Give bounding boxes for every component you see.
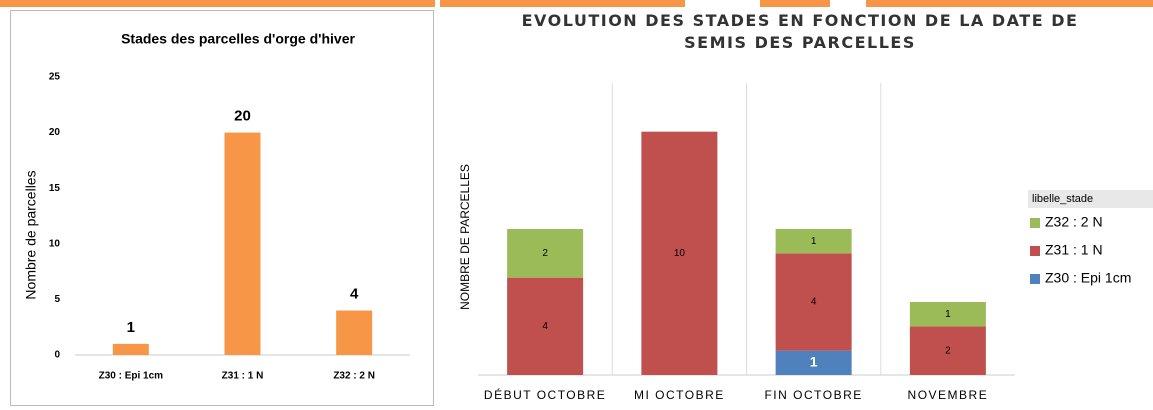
banner-strip	[760, 0, 830, 7]
bar-segment	[909, 302, 986, 327]
banner-strip	[0, 0, 435, 7]
legend-swatch	[1030, 246, 1040, 256]
bar	[112, 343, 149, 355]
bar	[224, 132, 261, 355]
x-tick-label: NOVEMBRE	[908, 388, 989, 402]
data-label: 1	[945, 309, 951, 320]
data-label: 4	[350, 285, 359, 302]
x-tick-label: Z30 : Epi 1cm	[99, 371, 164, 382]
bar-segment	[641, 131, 718, 375]
y-tick-label: 20	[49, 127, 61, 138]
y-tick-label: 0	[54, 350, 60, 361]
bar-segment	[775, 253, 852, 351]
legend-label: Z31 : 1 N	[1045, 242, 1103, 258]
data-label: 4	[542, 321, 548, 332]
data-label: 1	[811, 236, 817, 247]
bar	[336, 310, 373, 355]
x-tick-label: MI OCTOBRE	[634, 388, 725, 402]
y-tick-label: 25	[49, 72, 61, 83]
chart-title-text: EVOLUTION DES STADES EN FONCTION DE LA D…	[521, 11, 1079, 52]
chart-title: Stades des parcelles d'orge d'hiver	[121, 31, 355, 47]
legend-title: libelle_stade	[1032, 193, 1093, 205]
legend-swatch	[1030, 274, 1040, 284]
data-label: 2	[945, 345, 951, 356]
legend-label: Z32 : 2 N	[1045, 214, 1103, 230]
y-axis-label: NOMBRE DE PARCELLES	[458, 164, 472, 310]
bar-segment	[909, 326, 986, 375]
data-label: 10	[674, 248, 686, 259]
data-label: 1	[127, 319, 135, 336]
x-tick-label: Z32 : 2 N	[333, 371, 375, 382]
y-tick-label: 5	[54, 294, 60, 305]
y-axis-label: Nombre de parcelles	[23, 170, 39, 299]
x-tick-label: DÉBUT OCTOBRE	[484, 387, 606, 402]
data-label: 20	[234, 108, 251, 125]
x-tick-label: Z31 : 1 N	[222, 371, 264, 382]
chart-title: EVOLUTION DES STADES EN FONCTION DE LA D…	[521, 11, 1079, 52]
data-label: 4	[811, 297, 817, 308]
data-label: 1	[810, 354, 818, 370]
y-tick-label: 10	[49, 238, 61, 249]
legend-header	[1028, 190, 1153, 208]
bar-segment	[507, 277, 584, 375]
x-tick-label: FIN OCTOBRE	[764, 388, 862, 402]
banner-strip	[440, 0, 685, 7]
banner-strip	[866, 0, 1153, 7]
bar-segment	[775, 350, 852, 375]
legend-label: Z30 : Epi 1cm	[1045, 270, 1131, 286]
y-tick-label: 15	[49, 183, 61, 194]
data-label: 2	[542, 248, 548, 259]
bar-segment	[775, 229, 852, 254]
bar-segment	[507, 229, 584, 278]
legend-swatch	[1030, 218, 1040, 228]
